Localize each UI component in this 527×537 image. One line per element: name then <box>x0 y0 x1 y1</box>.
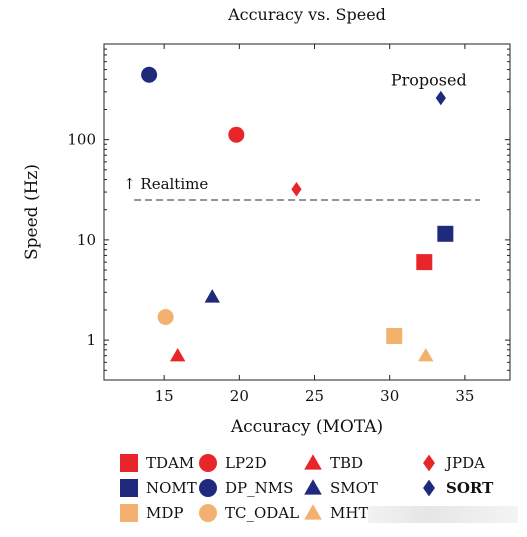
legend-marker-circle-icon <box>199 504 217 522</box>
y-tick-label: 1 <box>86 331 96 349</box>
legend-marker-square-icon <box>120 454 138 472</box>
chart-title: Accuracy vs. Speed <box>227 5 386 24</box>
legend-item-smot: SMOT <box>302 477 378 499</box>
legend-swatch-smot <box>304 479 322 495</box>
legend-swatch-mht <box>304 504 322 520</box>
y-tick-label: 100 <box>67 131 96 149</box>
x-tick-label: 15 <box>155 387 174 405</box>
legend-marker-triangle-icon <box>304 504 322 520</box>
legend-swatch-dp-nms <box>199 479 217 497</box>
legend-item-mht: MHT_ <box>302 502 376 524</box>
legend-label: MDP <box>146 504 184 522</box>
y-axis: 1 10 100 <box>67 43 510 381</box>
legend-marker-circle-icon <box>199 454 217 472</box>
legend-swatch-tdam <box>120 454 138 472</box>
legend-marker-square-icon <box>120 504 138 522</box>
point-jpda <box>291 182 302 197</box>
plot-frame <box>103 43 511 381</box>
legend-label: MHT_ <box>330 504 376 522</box>
legend-label: SMOT <box>330 479 378 497</box>
point-tbd <box>169 347 186 362</box>
legend-swatch-sort <box>423 479 435 497</box>
point-mht <box>418 347 434 362</box>
y-axis-label: Speed (Hz) <box>22 164 42 260</box>
legend-swatch-lp2d <box>199 454 217 472</box>
legend-marker-square-icon <box>120 479 138 497</box>
legend-item-tdam: TDAM <box>118 452 194 474</box>
legend-item-sort: SORT <box>418 477 493 499</box>
legend-label: TDAM <box>146 454 195 472</box>
proposed-annotation: Proposed <box>391 70 467 89</box>
x-tick-label: 25 <box>305 387 324 405</box>
legend-marker-diamond-icon <box>423 454 435 472</box>
x-tick-label: 20 <box>230 387 249 405</box>
point-dp-nms <box>141 66 158 83</box>
legend-item-dp-nms: DP_NMS <box>197 477 293 499</box>
x-axis: 15 20 25 30 35 <box>155 44 474 405</box>
point-nomt <box>437 225 454 242</box>
legend-marker-triangle-icon <box>304 479 322 495</box>
legend-marker-triangle-icon <box>304 454 322 470</box>
legend-swatch-jpda <box>423 454 435 472</box>
point-tc-odal <box>157 309 174 326</box>
legend-label: TC_ODAL <box>225 504 300 522</box>
data-points <box>141 66 454 362</box>
legend-swatch-mdp <box>120 504 138 522</box>
legend-label: LP2D <box>225 454 267 472</box>
legend-marker-circle-icon <box>199 479 217 497</box>
x-tick-label: 30 <box>380 387 399 405</box>
legend-label: TBD <box>330 454 364 472</box>
legend-swatch-tc-odal <box>199 504 217 522</box>
realtime-label: ↑ Realtime <box>123 175 208 193</box>
point-sort <box>435 90 446 106</box>
legend-item-nomt: NOMT <box>118 477 197 499</box>
point-smot <box>204 289 220 303</box>
legend-swatch-nomt <box>120 479 138 497</box>
legend-label: JPDA <box>446 454 485 472</box>
legend-label: SORT <box>446 479 494 497</box>
point-mdp <box>386 327 403 344</box>
point-lp2d <box>228 126 245 143</box>
legend-swatch-tbd <box>304 454 322 470</box>
x-axis-label: Accuracy (MOTA) <box>230 417 383 437</box>
legend-item-lp2d: LP2D <box>197 452 267 474</box>
legend-item-tc-odal: TC_ODAL <box>197 502 299 524</box>
point-tdam <box>416 254 433 271</box>
legend-label: NOMT <box>146 479 197 497</box>
redaction-overlay <box>368 506 518 523</box>
legend-label: DP_NMS <box>225 479 294 497</box>
legend-item-jpda: JPDA <box>418 452 485 474</box>
legend-item-tbd: TBD <box>302 452 363 474</box>
x-tick-label: 35 <box>455 387 474 405</box>
y-tick-label: 10 <box>77 231 96 249</box>
legend-item-mdp: MDP <box>118 502 183 524</box>
legend-marker-diamond-icon <box>423 479 435 497</box>
